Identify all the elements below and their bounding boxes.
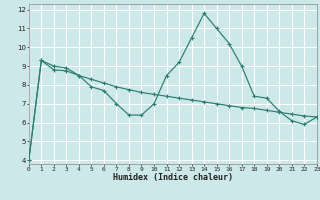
X-axis label: Humidex (Indice chaleur): Humidex (Indice chaleur) bbox=[113, 173, 233, 182]
